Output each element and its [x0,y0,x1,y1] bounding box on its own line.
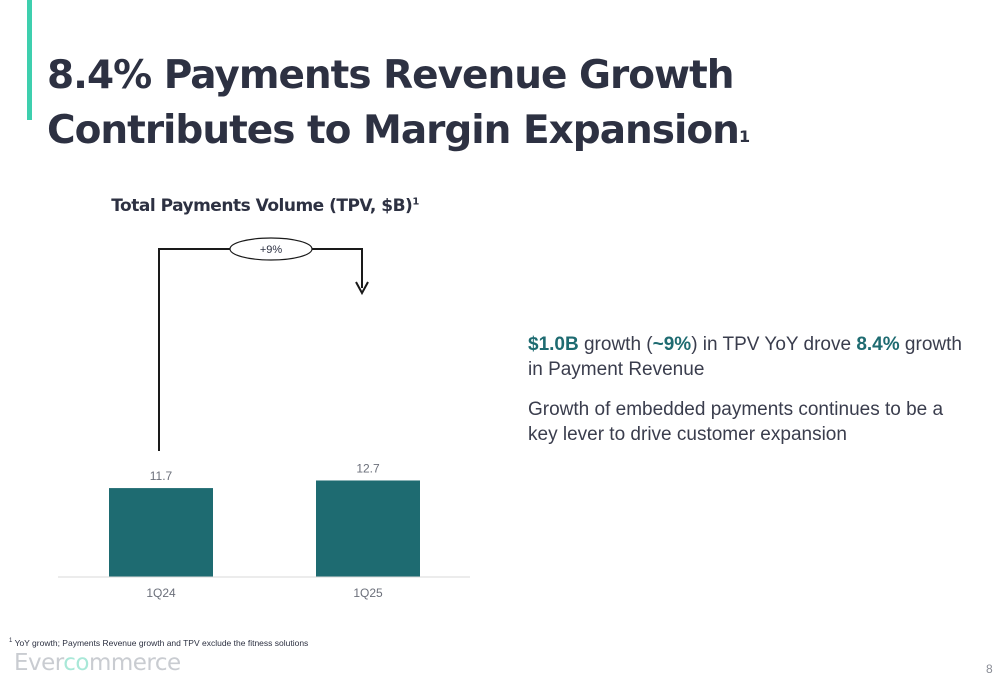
tpv-growth-amount: $1.0B [528,334,579,355]
slide-title-text: 8.4% Payments Revenue Growth Contributes… [47,53,740,153]
bar-1Q24 [109,488,213,577]
commentary-bullet-1: $1.0B growth (~9%) in TPV YoY drove 8.4%… [528,332,968,382]
page-number: 8 [986,662,993,676]
commentary-bullet-2: Growth of embedded payments continues to… [528,399,944,445]
bars-group: 11.7 1Q24 12.7 1Q25 [109,461,420,600]
tpv-bar-chart: +9% 11.7 1Q24 12.7 1Q25 [58,237,470,600]
category-label-1Q24: 1Q24 [146,586,176,600]
growth-bracket [158,248,363,451]
logo-part-3: mmerce [88,650,181,676]
bar-1Q25 [316,480,420,577]
bullet1-text-c: growth in Payment Revenue [528,334,962,380]
category-label-1Q25: 1Q25 [353,586,383,600]
bullet1-text-b: ) in TPV YoY drove [691,334,857,355]
growth-annotation: +9% [260,244,283,256]
revenue-growth-pct: 8.4% [856,334,900,355]
chart-title-footnote-mark: 1 [412,196,419,208]
chart-title-text: Total Payments Volume (TPV, $B) [111,196,413,216]
logo-part-2: co [63,650,89,676]
accent-bar [27,0,32,120]
growth-arrowhead [355,281,369,296]
footnote-text: YoY growth; Payments Revenue growth and … [14,638,309,648]
value-label-1Q24: 11.7 [150,469,173,483]
commentary: $1.0B growth (~9%) in TPV YoY drove 8.4%… [528,332,968,462]
value-label-1Q25: 12.7 [356,461,380,475]
evercommerce-logo: Evercommerce [14,650,181,676]
logo-part-1: Ever [14,650,64,676]
footnote-mark: 1 [9,638,13,645]
growth-badge [229,237,313,261]
chart-title: Total Payments Volume (TPV, $B)1 [60,196,470,216]
title-footnote-mark: 1 [738,127,750,146]
bullet1-text-a: growth ( [578,334,653,355]
tpv-growth-pct: ~9% [652,334,692,355]
slide-title: 8.4% Payments Revenue Growth Contributes… [47,48,967,158]
footnote: 1 YoY growth; Payments Revenue growth an… [9,638,308,648]
